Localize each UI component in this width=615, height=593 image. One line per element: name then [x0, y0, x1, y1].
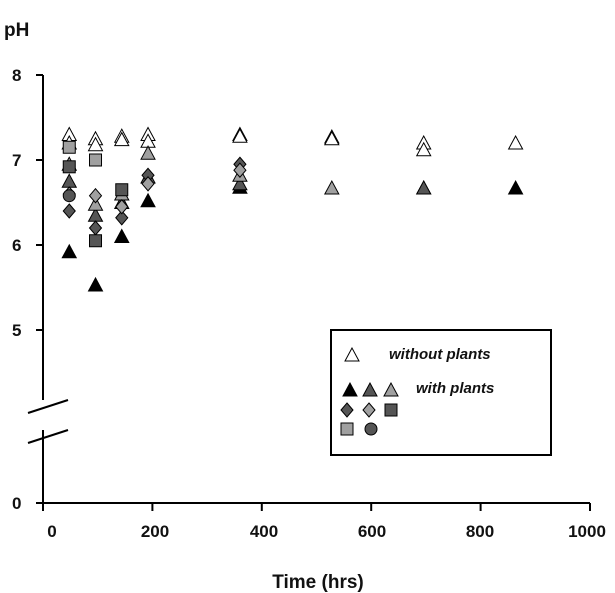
y-tick-label-5: 5 — [12, 321, 21, 340]
point-with-plants-7-8-1 — [89, 153, 103, 167]
y-tick-label-7: 7 — [12, 151, 21, 170]
axis-break-mark-lower — [27, 429, 69, 444]
x-tick-label-600: 600 — [358, 522, 386, 541]
point-with-plants-6-7-0 — [62, 160, 76, 174]
point-with-plants-7-8-0 — [62, 140, 76, 154]
y-tick-label-6: 6 — [12, 236, 21, 255]
axis-break-mark-upper — [27, 399, 69, 414]
y-axis-title: pH — [4, 20, 29, 41]
legend-marker-with-plants-7 — [340, 422, 354, 436]
legend-marker-with-plants-4 — [340, 402, 354, 418]
point-without-plants-1-1 — [87, 136, 104, 152]
legend-marker-without-plants — [344, 346, 360, 362]
legend-marker-with-plants-5 — [362, 402, 376, 418]
x-tick-label-400: 400 — [250, 522, 278, 541]
legend-marker-with-plants-1 — [342, 381, 358, 397]
point-with-plants-5-6-2 — [115, 198, 129, 215]
point-without-plants-1-4 — [232, 128, 248, 143]
point-with-plants-4-5-1 — [88, 220, 103, 236]
legend-label-with-plants: with plants — [416, 380, 494, 397]
y-tick-label-0: 0 — [12, 494, 21, 513]
x-tick-label-800: 800 — [466, 522, 494, 541]
x-tick-label-0: 0 — [47, 522, 56, 541]
y-tick-label-8: 8 — [12, 66, 21, 85]
point-without-plants-1-6 — [415, 141, 432, 157]
point-with-plants-1-2-3 — [140, 192, 156, 208]
legend-label-without-plants: without plants — [389, 346, 491, 363]
legend-marker-with-plants-3 — [383, 381, 399, 397]
legend-marker-with-plants-8 — [364, 422, 378, 436]
point-without-plants-0-7 — [507, 134, 524, 150]
point-with-plants-3-4-1 — [87, 196, 104, 211]
point-with-plants-8-9-0 — [62, 189, 76, 203]
point-with-plants-3-4-3 — [140, 145, 156, 160]
point-with-plants-5-6-4 — [233, 162, 247, 178]
point-with-plants-1-2-2 — [113, 228, 130, 243]
x-axis-title: Time (hrs) — [272, 572, 364, 593]
point-without-plants-1-2 — [113, 131, 130, 147]
point-with-plants-3-4-5 — [323, 179, 340, 195]
point-with-plants-1-2-0 — [61, 243, 78, 259]
point-with-plants-1-2-1 — [87, 276, 104, 292]
point-with-plants-4-5-0 — [62, 203, 76, 219]
point-with-plants-5-6-1 — [88, 187, 103, 204]
point-with-plants-1-2-6 — [507, 179, 524, 195]
point-with-plants-6-7-1 — [89, 234, 103, 248]
point-with-plants-2-3-4 — [232, 175, 248, 191]
point-with-plants-5-6-3 — [141, 176, 155, 192]
point-with-plants-4-5-2 — [115, 210, 129, 226]
point-with-plants-6-7-2 — [115, 183, 129, 197]
legend-marker-with-plants-6 — [384, 403, 398, 417]
x-tick-label-1000: 1000 — [568, 522, 606, 541]
x-tick-label-200: 200 — [141, 522, 169, 541]
point-with-plants-2-3-5 — [415, 179, 432, 195]
data-points — [61, 126, 524, 292]
point-with-plants-2-3-0 — [61, 173, 78, 188]
legend-marker-with-plants-2 — [362, 381, 378, 397]
point-without-plants-1-5 — [323, 130, 340, 146]
legend: without plants with plants — [330, 329, 552, 456]
legend-markers — [340, 346, 399, 436]
